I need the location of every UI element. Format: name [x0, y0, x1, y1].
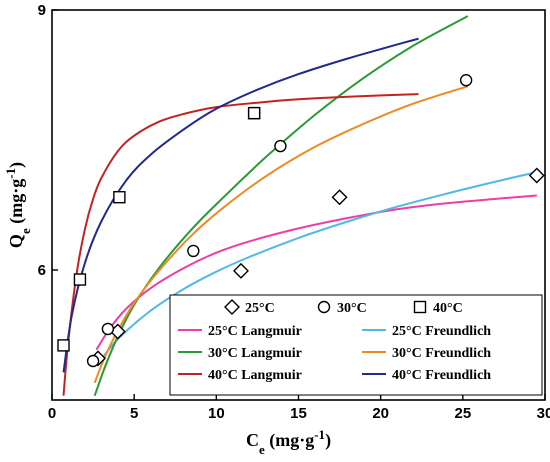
- legend-label-40c: 40°C: [433, 301, 463, 316]
- axes: 0 5 10 15 20 25 30 6 9 Ce (mg·g-1) Qe (mg·g-1): [3, 2, 550, 457]
- data-point-25c: [232, 262, 249, 279]
- data-points: [57, 73, 545, 368]
- legend-label-30c-freundlich: 30°C Freundlich: [392, 346, 491, 361]
- legend-marker-30c: [317, 300, 331, 314]
- data-point-30c: [101, 322, 115, 336]
- fit-curve-25c-langmuir: [95, 194, 537, 351]
- y-tick-label: 9: [38, 2, 46, 19]
- fit-curve-25c-freundlich: [97, 171, 538, 365]
- x-tick-label: 10: [208, 405, 225, 422]
- x-tick-label: 15: [290, 405, 307, 422]
- x-tick-label: 25: [454, 405, 471, 422]
- data-point-30c: [274, 139, 287, 153]
- x-tick-label: 0: [48, 405, 56, 422]
- fit-curve-30c-langmuir: [93, 15, 469, 397]
- legend-label-30c: 30°C: [337, 301, 367, 316]
- fit-curve-40c-langmuir: [62, 93, 419, 396]
- y-axis-title: Qe (mg·g-1): [3, 162, 33, 248]
- legend-label-40c-freundlich: 40°C Freundlich: [392, 368, 491, 383]
- data-point-40c: [57, 339, 70, 352]
- legend-label-40c-langmuir: 40°C Langmuir: [208, 368, 302, 383]
- legend-label-25c-langmuir: 25°C Langmuir: [208, 324, 302, 339]
- legend-label-30c-langmuir: 30°C Langmuir: [208, 346, 302, 361]
- data-point-25c: [331, 189, 348, 206]
- x-tick-label: 20: [372, 405, 389, 422]
- x-axis-title: Ce (mg·g-1): [246, 427, 331, 457]
- fit-curve-40c-freundlich: [62, 37, 419, 373]
- y-tick-label: 6: [38, 262, 46, 279]
- legend-marker-25c: [224, 299, 240, 315]
- data-point-30c: [86, 354, 100, 368]
- x-tick-label: 5: [130, 405, 138, 422]
- data-point-25c: [528, 167, 545, 184]
- legend-label-25c: 25°C: [245, 301, 275, 316]
- legend-label-25c-freundlich: 25°C Freundlich: [392, 324, 491, 339]
- data-point-40c: [113, 190, 126, 204]
- legend-marker-40c: [413, 300, 427, 314]
- data-point-40c: [73, 273, 87, 286]
- legend: 25°C 30°C 40°C 25°C Langmuir 25°C Freundlich…: [169, 294, 543, 396]
- data-point-30c: [459, 73, 473, 87]
- data-point-30c: [187, 244, 200, 258]
- data-point-40c: [247, 106, 261, 120]
- x-tick-label: 30: [537, 405, 550, 422]
